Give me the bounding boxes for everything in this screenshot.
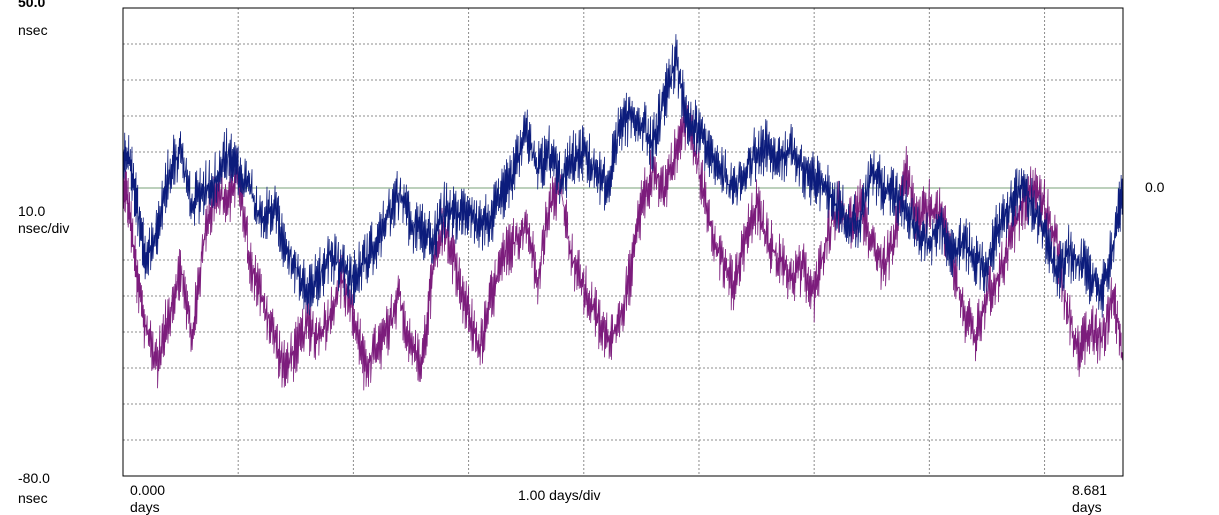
y-min-unit: nsec — [18, 490, 48, 506]
y-scale-value: 10.0 — [18, 203, 46, 219]
plot-border — [122, 7, 1124, 477]
y-max-value: 50.0 — [18, 0, 46, 10]
reference-value-label: 0.0 — [1145, 179, 1165, 195]
y-scale-unit: nsec/div — [18, 220, 70, 236]
series-group — [122, 34, 1124, 391]
y-max-unit: nsec — [18, 22, 48, 38]
x-end-unit: days — [1072, 499, 1102, 515]
x-start-unit: days — [130, 499, 160, 515]
plot-frame — [122, 7, 1124, 477]
x-start-value: 0.000 — [130, 482, 166, 498]
series-line-series_b — [122, 100, 1124, 391]
x-end-value: 8.681 — [1072, 482, 1108, 498]
y-min-value: -80.0 — [18, 470, 50, 486]
series-line-series_a — [122, 34, 1124, 318]
x-scale-label: 1.00 days/div — [518, 487, 601, 503]
